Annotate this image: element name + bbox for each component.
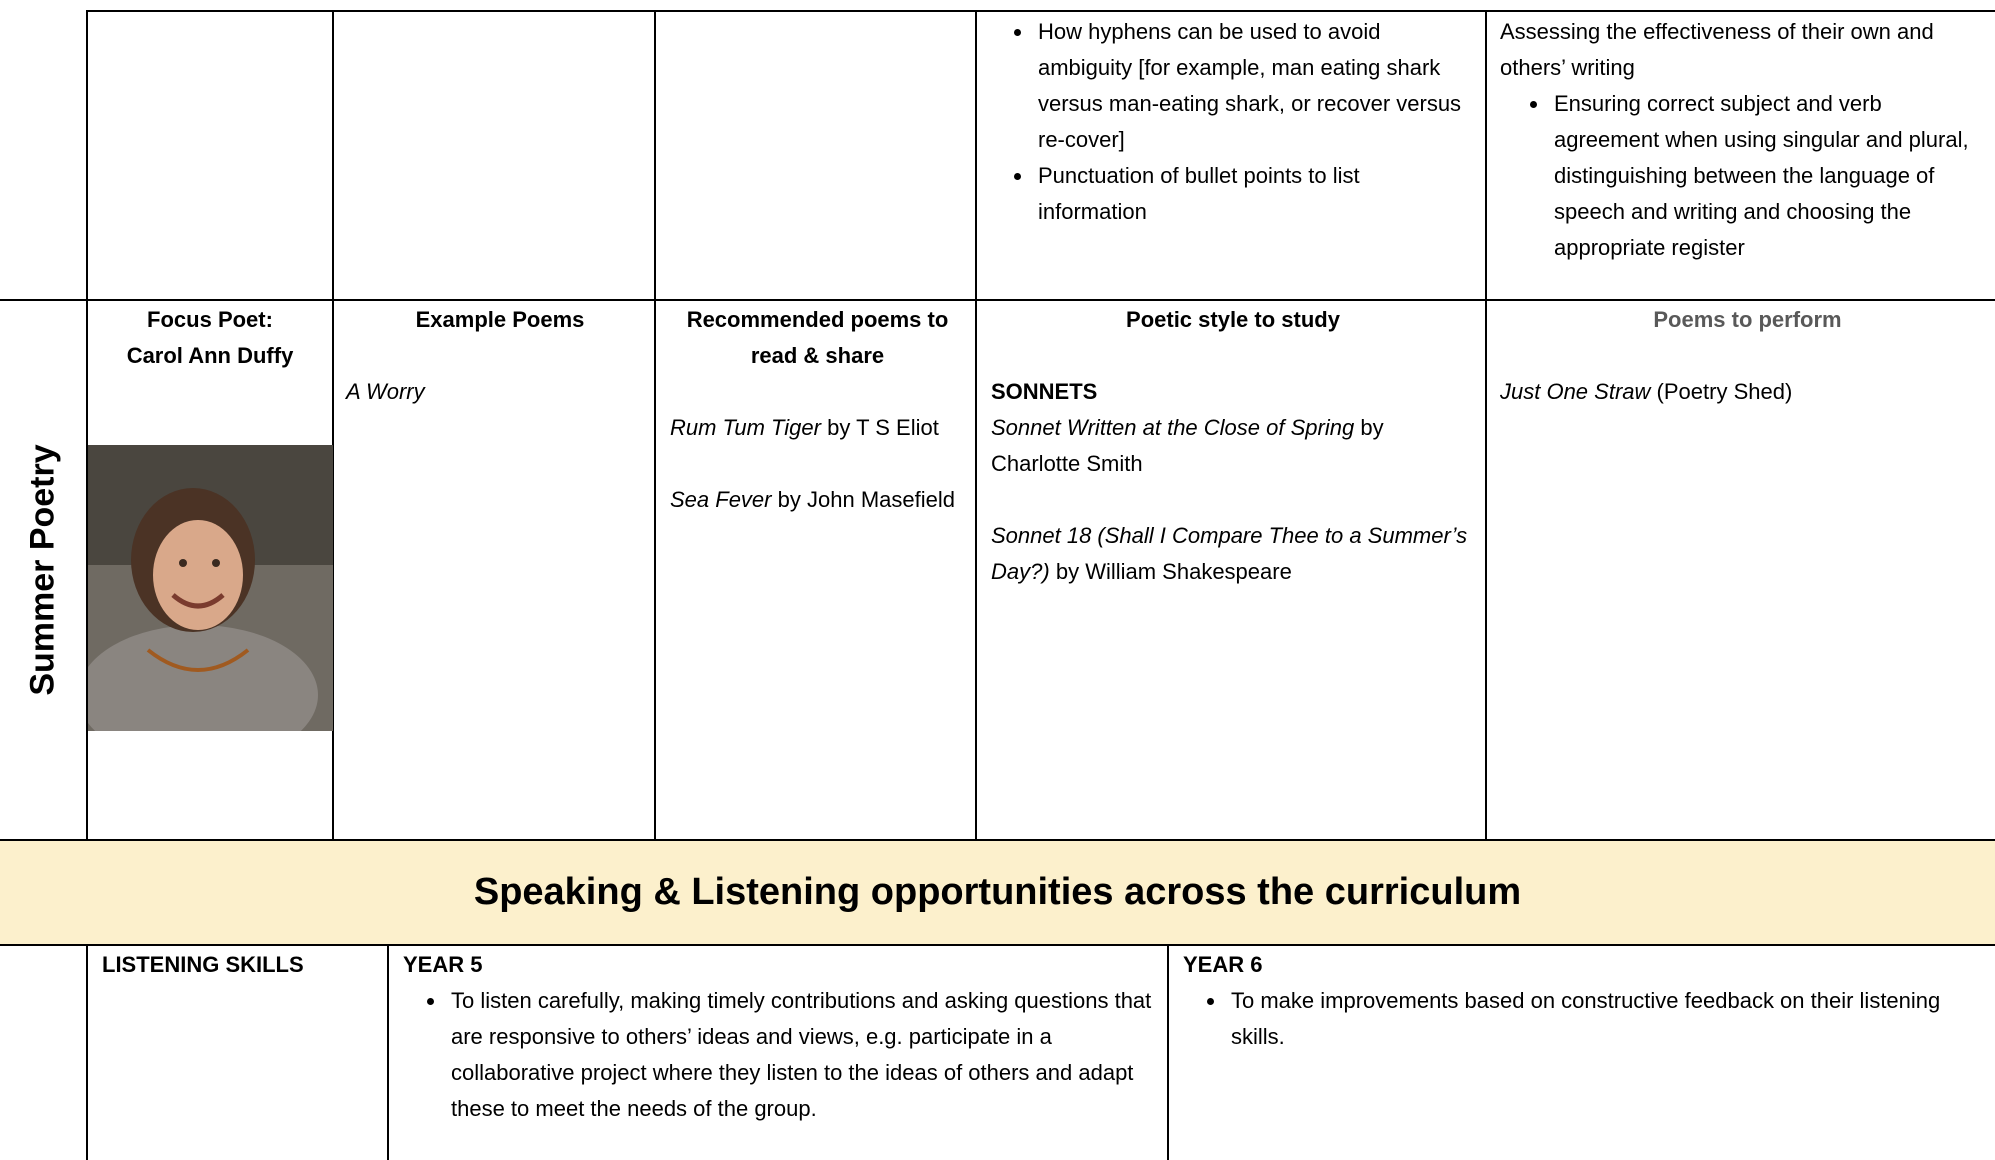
style-name: SONNETS — [991, 379, 1098, 404]
table-border — [0, 299, 1995, 301]
recommended-cell: Recommended poems to read & share Rum Tu… — [656, 302, 975, 518]
skill-cell: LISTENING SKILLS — [102, 952, 304, 977]
poem-title: Sonnet 18 (Shall I Compare Thee to a Sum… — [991, 523, 1468, 584]
poem-entry: Sonnet 18 (Shall I Compare Thee to a Sum… — [991, 518, 1475, 590]
section-title: Speaking & Listening opportunities acros… — [473, 871, 1522, 913]
bullet-item: Punctuation of bullet points to list inf… — [1034, 158, 1473, 230]
example-poems-cell: Example Poems A Worry — [334, 302, 654, 410]
poem-author: by John Masefield — [777, 487, 955, 512]
heading: Focus Poet: — [147, 307, 273, 332]
poem-author: by William Shakespeare — [1055, 559, 1292, 584]
poem-author: by T S Eliot — [827, 415, 939, 440]
heading: Recommended poems to read & share — [686, 307, 949, 368]
perform-cell: Poems to perform Just One Straw (Poetry S… — [1487, 302, 1995, 410]
bullet-item: Ensuring correct subject and verb agreem… — [1550, 86, 1987, 266]
bullet-item: To make improvements based on constructi… — [1227, 983, 1983, 1055]
poem-entry: Rum Tum Tiger by T S Eliot — [670, 410, 965, 446]
poem-title: A Worry — [346, 379, 425, 404]
heading: YEAR 6 — [1183, 952, 1263, 977]
poem-title: Rum Tum Tiger — [670, 415, 821, 440]
table-border — [332, 10, 334, 840]
heading: YEAR 5 — [403, 952, 483, 977]
focus-poet-cell: Focus Poet: Carol Ann Duffy — [88, 302, 332, 374]
heading: Poems to perform — [1653, 307, 1842, 332]
heading: Example Poems — [415, 307, 585, 332]
bullet-item: To listen carefully, making timely contr… — [447, 983, 1155, 1127]
table-border — [387, 944, 389, 1160]
poet-photo — [88, 445, 333, 731]
bullet-item: How hyphens can be used to avoid ambigui… — [1034, 14, 1473, 158]
poem-author: by Charlotte Smith — [991, 415, 1384, 476]
row-label: Summer Poetry — [23, 444, 62, 696]
writing-cell: Assessing the effectiveness of their own… — [1488, 14, 1995, 266]
poem-title: Sonnet Written at the Close of Spring — [991, 415, 1355, 440]
poem-title: Just One Straw — [1500, 379, 1651, 404]
heading: Poetic style to study — [1126, 307, 1340, 332]
poetic-style-cell: Poetic style to study SONNETS Sonnet Wri… — [977, 302, 1485, 590]
poem-source: (Poetry Shed) — [1656, 379, 1793, 404]
year6-cell: YEAR 6 To make improvements based on con… — [1169, 947, 1995, 1055]
grammar-cell: How hyphens can be used to avoid ambigui… — [978, 14, 1483, 230]
poet-name: Carol Ann Duffy — [126, 343, 294, 368]
paragraph: Assessing the effectiveness of their own… — [1500, 19, 1934, 80]
table-border — [1485, 10, 1487, 840]
poem-entry: Sea Fever by John Masefield — [670, 482, 965, 518]
table-border — [975, 10, 977, 840]
table-border — [654, 10, 656, 840]
section-band — [0, 840, 1995, 945]
year5-cell: YEAR 5 To listen carefully, making timel… — [389, 947, 1167, 1127]
table-border — [86, 10, 88, 840]
table-border — [0, 839, 1995, 841]
table-border — [1167, 944, 1169, 1160]
poem-entry: Just One Straw (Poetry Shed) — [1500, 374, 1995, 410]
poem-entry: Sonnet Written at the Close of Spring by … — [991, 410, 1475, 482]
table-border — [0, 944, 1995, 946]
table-border — [86, 10, 1995, 12]
table-border — [86, 944, 88, 1160]
poem-title: Sea Fever — [670, 487, 772, 512]
